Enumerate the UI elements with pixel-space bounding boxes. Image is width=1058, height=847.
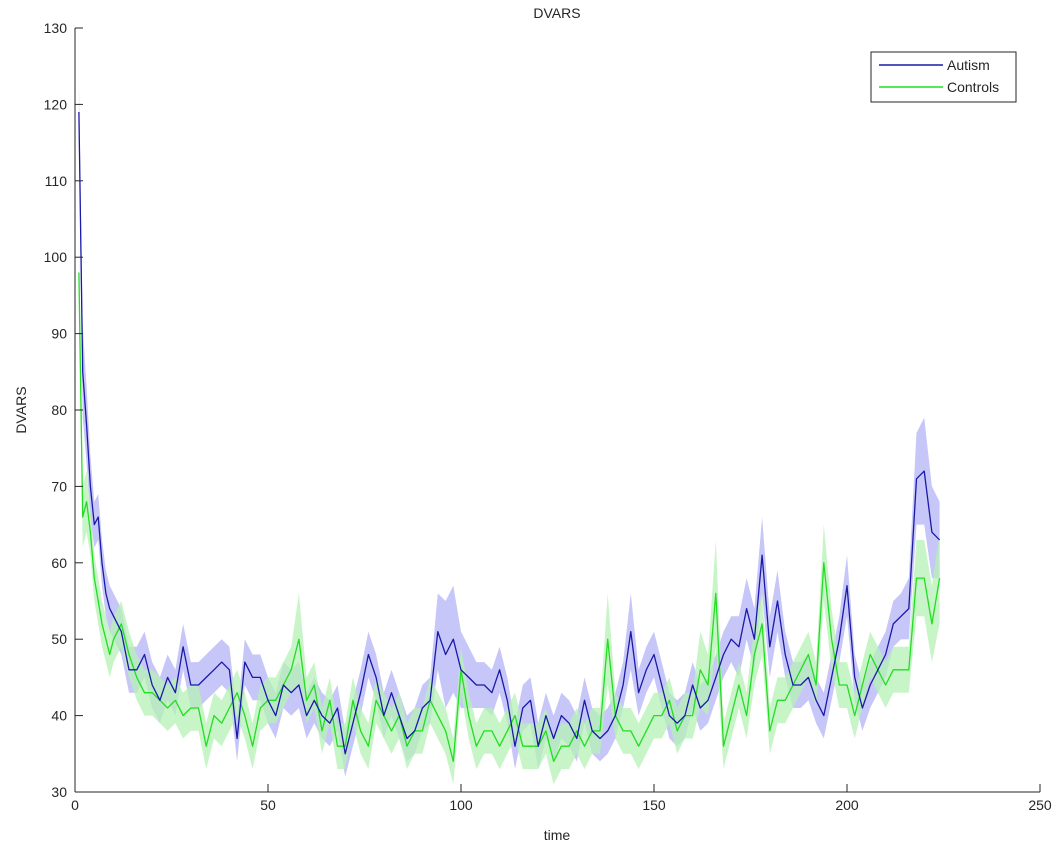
- legend-label-controls: Controls: [947, 79, 999, 95]
- band-controls: [78, 241, 940, 785]
- x-tick-label: 200: [835, 797, 859, 813]
- y-tick-label: 100: [44, 249, 68, 265]
- x-axis-label: time: [544, 827, 571, 843]
- chart-title: DVARS: [533, 5, 580, 21]
- legend-label-autism: Autism: [947, 57, 990, 73]
- y-tick-label: 50: [51, 631, 67, 647]
- series-lines: [78, 111, 941, 763]
- x-tick-label: 50: [260, 797, 276, 813]
- y-tick-label: 110: [45, 173, 68, 189]
- x-tick-label: 250: [1028, 797, 1052, 813]
- legend: Autism Controls: [870, 51, 1017, 103]
- x-tick-label: 150: [642, 797, 666, 813]
- y-tick-label: 80: [51, 402, 67, 418]
- line-controls: [78, 272, 941, 763]
- x-tick-label: 0: [71, 797, 79, 813]
- y-tick-label: 30: [51, 784, 67, 800]
- y-tick-label: 130: [44, 20, 68, 36]
- y-tick-label: 120: [44, 96, 68, 112]
- y-tick-label: 70: [51, 478, 67, 494]
- y-axis-label: DVARS: [13, 386, 29, 433]
- line-autism: [78, 111, 941, 755]
- x-tick-label: 100: [449, 797, 473, 813]
- confidence-bands: [78, 81, 940, 785]
- y-tick-label: 60: [51, 555, 67, 571]
- y-tick-label: 90: [51, 326, 67, 342]
- axes: 30 40 50 60 70 80 90 100 110 120 130 0 50 100 150 200 25…: [44, 20, 1052, 813]
- y-tick-label: 40: [51, 708, 67, 724]
- legend-box: [870, 51, 1017, 103]
